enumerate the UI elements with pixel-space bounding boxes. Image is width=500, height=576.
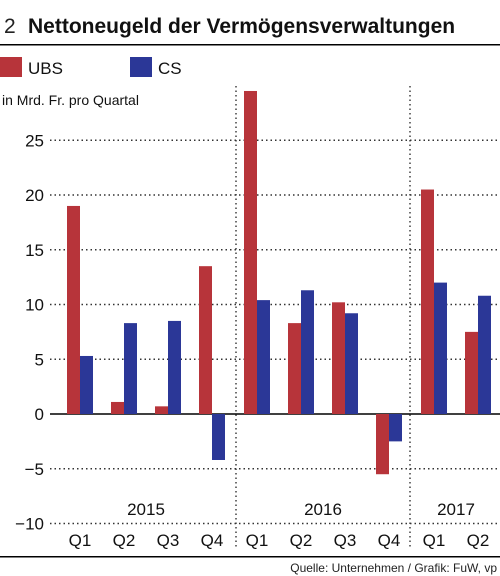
year-label: 2017: [437, 500, 475, 519]
bar-ubs: [155, 406, 168, 414]
bar-cs: [301, 290, 314, 414]
bottom-divider: [0, 556, 500, 558]
bar-cs: [212, 414, 225, 460]
bar-ubs: [244, 90, 257, 414]
x-tick-label: Q2: [467, 531, 490, 550]
bar-cs: [168, 320, 181, 414]
bar-cs: [478, 295, 491, 414]
x-tick-label: Q2: [113, 531, 136, 550]
x-tick-label: Q4: [201, 531, 224, 550]
bar-cs: [389, 414, 402, 442]
x-tick-label: Q1: [246, 531, 269, 550]
y-tick-label: 10: [25, 296, 44, 315]
x-tick-label: Q3: [334, 531, 357, 550]
y-tick-label: −10: [15, 515, 44, 534]
y-tick-label: 25: [25, 131, 44, 150]
bar-ubs: [376, 414, 389, 475]
title-divider: [0, 44, 500, 46]
bar-ubs: [199, 266, 212, 414]
bar-ubs: [111, 401, 124, 414]
legend: UBS CS: [0, 57, 182, 78]
bar-ubs: [421, 189, 434, 414]
chart-number: 2: [4, 15, 16, 38]
x-tick-label: Q1: [423, 531, 446, 550]
bars: [67, 90, 491, 475]
bar-ubs: [465, 331, 478, 414]
unit-label: in Mrd. Fr. pro Quartal: [2, 92, 139, 108]
x-tick-label: Q2: [290, 531, 313, 550]
y-tick-label: 20: [25, 186, 44, 205]
year-label: 2015: [127, 500, 165, 519]
bar-cs: [124, 323, 137, 414]
y-tick-label: 15: [25, 241, 44, 260]
y-tick-label: −5: [25, 460, 44, 479]
x-tick-label: Q3: [157, 531, 180, 550]
x-tick-labels: Q1 Q2 Q3 Q4 Q1 Q2 Q3 Q4 Q1 Q2: [69, 531, 490, 550]
legend-label-ubs: UBS: [28, 59, 63, 78]
legend-label-cs: CS: [158, 59, 182, 78]
bar-ubs: [288, 323, 301, 414]
bar-ubs: [332, 302, 345, 414]
y-tick-label: 5: [35, 350, 44, 369]
y-tick-label: 0: [35, 405, 44, 424]
x-tick-label: Q4: [378, 531, 401, 550]
bar-cs: [257, 300, 270, 414]
legend-swatch-cs: [130, 57, 152, 77]
bar-ubs: [67, 205, 80, 414]
x-tick-label: Q1: [69, 531, 92, 550]
source-note: Quelle: Unternehmen / Grafik: FuW, vp: [290, 561, 497, 575]
year-label: 2016: [304, 500, 342, 519]
y-tick-labels: 25 20 15 10 5 0 −5 −10: [15, 131, 44, 533]
bar-cs: [434, 282, 447, 414]
bar-cs: [80, 355, 93, 414]
chart-title: Nettoneugeld der Vermögensverwaltungen: [28, 15, 455, 38]
legend-swatch-ubs: [0, 57, 22, 77]
year-labels: 2015 2016 2017: [127, 500, 475, 519]
bar-cs: [345, 313, 358, 414]
